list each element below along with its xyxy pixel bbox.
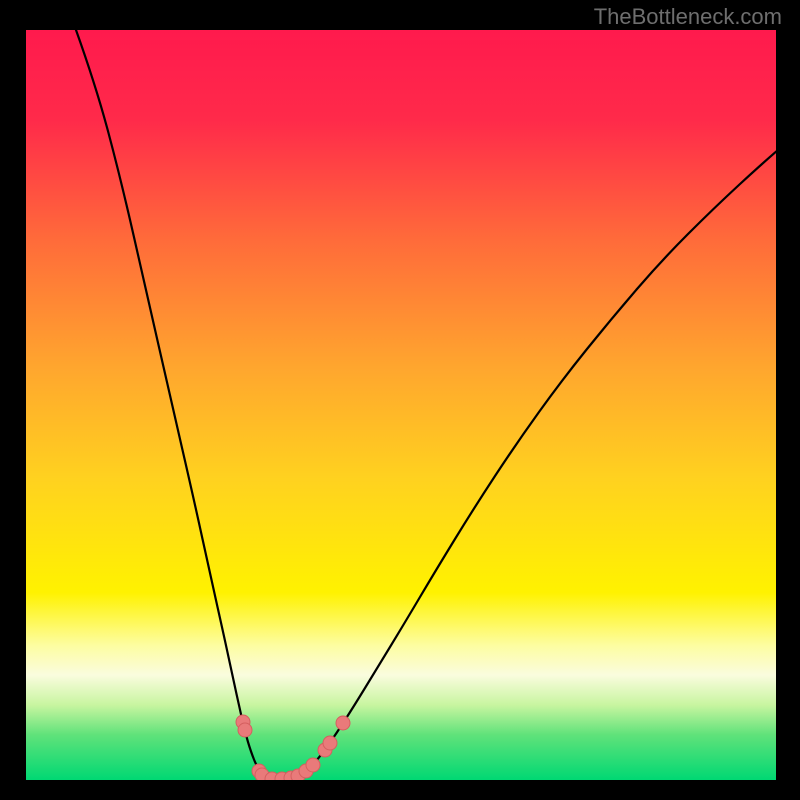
bottleneck-chart (26, 30, 776, 780)
watermark-label: TheBottleneck.com (594, 4, 782, 30)
data-marker (306, 758, 320, 772)
data-marker (323, 736, 337, 750)
plot-area (26, 30, 776, 780)
chart-container: TheBottleneck.com (0, 0, 800, 800)
data-marker (336, 716, 350, 730)
data-marker (238, 723, 252, 737)
gradient-background (26, 30, 776, 780)
